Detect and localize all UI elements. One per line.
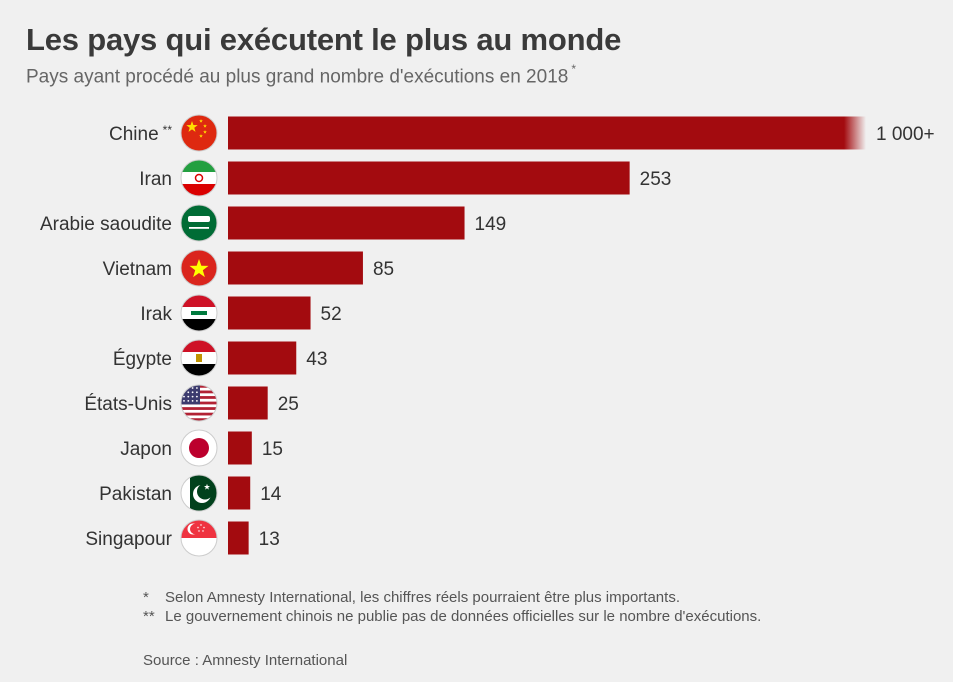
source-note: Source : Amnesty International bbox=[143, 652, 348, 669]
usa-flag-icon bbox=[180, 384, 218, 422]
bar bbox=[228, 161, 630, 195]
egypt-flag-icon bbox=[180, 339, 218, 377]
value-label: 13 bbox=[259, 529, 280, 550]
category-label: Iran bbox=[139, 169, 172, 190]
footnote-2: ** Le gouvernement chinois ne publie pas … bbox=[143, 608, 785, 626]
bar bbox=[228, 296, 311, 330]
bar bbox=[228, 476, 251, 510]
category-label: Égypte bbox=[113, 349, 172, 370]
value-label: 1 000+ bbox=[876, 124, 935, 145]
subtitle-text: Pays ayant procédé au plus grand nombre … bbox=[26, 66, 569, 88]
saudi-arabia-flag-icon bbox=[180, 204, 218, 242]
iran-flag-icon bbox=[180, 159, 218, 197]
value-label: 149 bbox=[475, 214, 507, 235]
category-label: Japon bbox=[120, 439, 172, 460]
value-label: 43 bbox=[306, 349, 327, 370]
bar bbox=[228, 341, 297, 375]
singapore-flag-icon bbox=[180, 519, 218, 557]
subtitle-footnote-mark: * bbox=[571, 62, 576, 76]
value-label: 15 bbox=[262, 439, 283, 460]
pakistan-flag-icon bbox=[180, 474, 218, 512]
bar bbox=[228, 521, 249, 555]
value-label: 14 bbox=[260, 484, 282, 505]
vietnam-flag-icon bbox=[180, 249, 218, 287]
category-label: Chine ** bbox=[109, 123, 172, 145]
category-label: Vietnam bbox=[103, 259, 172, 280]
category-footnote-mark: ** bbox=[163, 123, 173, 137]
category-label: Pakistan bbox=[99, 484, 172, 505]
bar bbox=[228, 386, 268, 420]
footnote-1: * Selon Amnesty International, les chiffr… bbox=[143, 589, 680, 607]
value-label: 25 bbox=[278, 394, 299, 415]
footnote-2-mark: ** bbox=[143, 608, 155, 625]
footnote-2-text: Le gouvernement chinois ne publie pas de… bbox=[165, 608, 762, 625]
footnote-1-mark: * bbox=[143, 589, 149, 606]
japan-flag-icon bbox=[180, 429, 218, 467]
bar bbox=[228, 251, 363, 285]
category-label: Irak bbox=[140, 304, 172, 325]
iraq-flag-icon bbox=[180, 294, 218, 332]
footnote-1-text: Selon Amnesty International, les chiffre… bbox=[165, 589, 680, 606]
bar-fade bbox=[844, 116, 866, 150]
value-label: 253 bbox=[640, 169, 672, 190]
china-flag-icon bbox=[180, 114, 218, 152]
chart-subtitle: Pays ayant procédé au plus grand nombre … bbox=[26, 62, 576, 88]
bar bbox=[228, 206, 465, 240]
category-label: Arabie saoudite bbox=[40, 214, 172, 235]
category-label: Singapour bbox=[85, 529, 172, 550]
value-label: 52 bbox=[321, 304, 342, 325]
category-label: États-Unis bbox=[84, 394, 172, 415]
value-label: 85 bbox=[373, 259, 394, 280]
bar bbox=[228, 116, 844, 150]
chart-title: Les pays qui exécutent le plus au monde bbox=[26, 22, 622, 57]
bar bbox=[228, 431, 252, 465]
